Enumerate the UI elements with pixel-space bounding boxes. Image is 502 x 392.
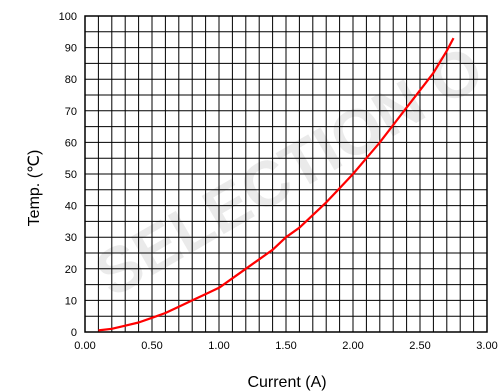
y-tick-label: 60 [65, 137, 77, 149]
y-axis-label: Temp. (℃) [26, 150, 43, 227]
series-line [98, 37, 455, 332]
x-tick-label: 3.00 [476, 340, 497, 352]
plot-border [84, 15, 488, 333]
y-tick-label: 100 [59, 11, 77, 23]
y-tick-label: 40 [65, 201, 77, 213]
x-tick-label: 1.00 [208, 340, 229, 352]
y-tick-label: 10 [65, 295, 77, 307]
x-tick-label: 1.50 [275, 340, 296, 352]
y-tick-label: 80 [65, 74, 77, 86]
grid [84, 15, 488, 333]
y-tick-labels: 0 10 20 30 40 50 60 70 80 90 100 [59, 11, 77, 339]
y-tick-label: 0 [71, 327, 77, 339]
y-tick-label: 30 [65, 232, 77, 244]
plot-frame [84, 15, 488, 333]
x-tick-label: 0.50 [141, 340, 162, 352]
x-tick-labels: 0.00 0.50 1.00 1.50 2.00 2.50 3.00 [74, 340, 497, 352]
y-tick-label: 20 [65, 264, 77, 276]
series-group [98, 37, 455, 332]
y-tick-label: 50 [65, 169, 77, 181]
x-tick-label: 2.50 [409, 340, 430, 352]
y-tick-label: 70 [65, 106, 77, 118]
x-axis-label: Current (A) [247, 374, 326, 391]
x-tick-label: 2.00 [342, 340, 363, 352]
x-tick-label: 0.00 [74, 340, 95, 352]
y-tick-label: 90 [65, 43, 77, 55]
